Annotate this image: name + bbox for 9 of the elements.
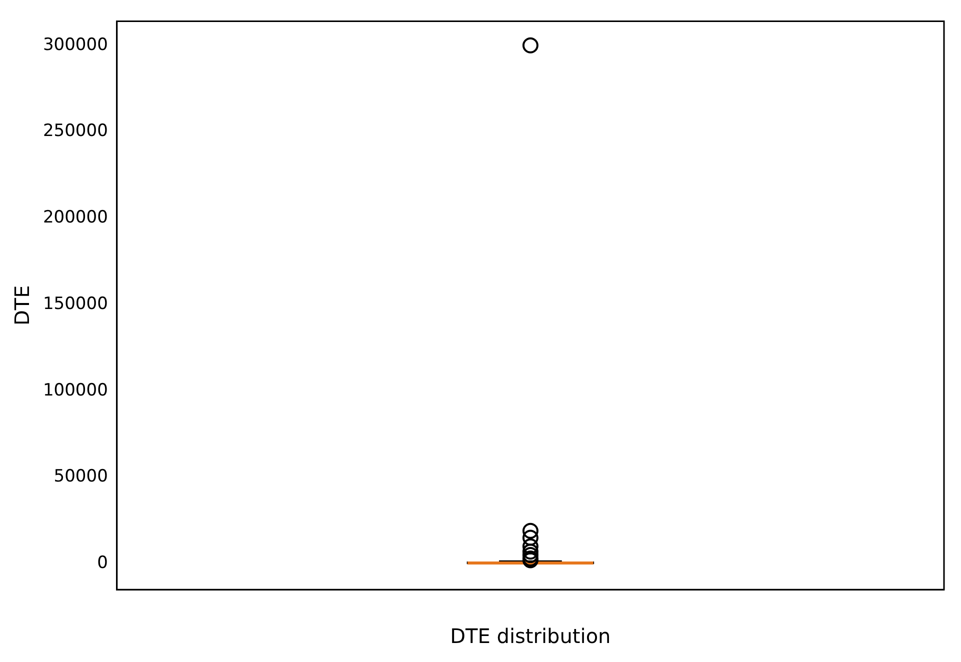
y-tick-label: 300000 [42, 34, 108, 55]
x-axis-title: DTE distribution [450, 624, 611, 648]
y-axis-title: DTE [10, 285, 34, 326]
y-tick-label: 100000 [42, 380, 108, 400]
y-tick-label: 250000 [42, 121, 108, 142]
y-tick-label: 150000 [42, 294, 108, 314]
y-tick-label: 200000 [42, 208, 108, 228]
y-tick-label: 0 [97, 553, 108, 574]
y-tick-label: 50000 [54, 466, 108, 487]
